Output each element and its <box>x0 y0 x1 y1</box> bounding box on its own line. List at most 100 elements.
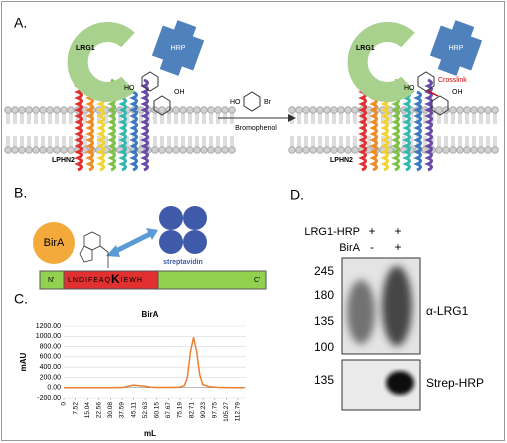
x-tick-label: 7.52 <box>72 402 79 415</box>
lane-sign: + <box>368 224 375 238</box>
lipid-head <box>470 146 478 154</box>
lipid-head <box>302 146 310 154</box>
lipid-head <box>316 106 324 114</box>
marker-label: 135 <box>314 373 334 387</box>
smear <box>347 266 412 346</box>
x-tick-label: 52.63 <box>142 402 149 419</box>
lipid-head <box>449 146 457 154</box>
lipid-head <box>337 106 345 114</box>
x-tick-label: 90.23 <box>200 402 207 419</box>
y-tick-label: -200.00 <box>37 395 61 402</box>
sequence-k: K <box>111 272 121 286</box>
lipid-head <box>295 106 303 114</box>
lipid-head <box>456 146 464 154</box>
streptavidin-label: streptavidin <box>163 259 203 266</box>
lipid-head <box>4 106 12 114</box>
lipid-head <box>323 106 331 114</box>
lipid-head <box>456 106 464 114</box>
lipid-head <box>207 106 215 114</box>
y-tick-label: 0.00 <box>47 385 61 392</box>
lipid-head <box>344 106 352 114</box>
lipid-head <box>25 146 33 154</box>
lipid-head <box>470 106 478 114</box>
lane-sign: + <box>394 224 401 238</box>
lipid-head <box>179 106 187 114</box>
lipid-head <box>53 106 61 114</box>
x-tick-label: 45.11 <box>130 402 137 418</box>
helix <box>413 90 422 172</box>
lipid-head <box>351 106 359 114</box>
hrp-label: HRP <box>449 45 464 52</box>
bira-circle <box>33 222 75 264</box>
y-tick-label: 200.00 <box>40 374 62 381</box>
lipid-head <box>463 146 471 154</box>
n-term: N' <box>48 277 54 284</box>
phenol-ring <box>431 95 449 116</box>
ho-label: HO <box>404 85 415 92</box>
y-tick-label: 1200.00 <box>36 323 61 330</box>
lipid-head <box>165 146 173 154</box>
lipid-head <box>46 106 54 114</box>
x-tick-label: 105.27 <box>223 402 230 422</box>
x-tick-label: 75.19 <box>177 402 184 419</box>
lipid-head <box>207 146 215 154</box>
lrg1-shape <box>347 22 415 102</box>
lipid-head <box>302 106 310 114</box>
sequence-start: LNDIFEAQ <box>68 277 111 284</box>
x-tick-label: 22.56 <box>96 402 103 419</box>
lipid-head <box>288 146 296 154</box>
lipid-head <box>484 146 492 154</box>
arrow-head <box>106 245 120 257</box>
lipid-head <box>39 146 47 154</box>
lipid-head <box>151 146 159 154</box>
helix <box>424 78 433 172</box>
lipid-head <box>200 146 208 154</box>
lipid-head <box>323 146 331 154</box>
lipid-head <box>477 146 485 154</box>
lipid-head <box>449 106 457 114</box>
lipid-head <box>344 146 352 154</box>
x-tick-label: 60.15 <box>153 402 160 419</box>
helix <box>118 84 127 172</box>
lrg1-label: LRG1 <box>356 45 375 52</box>
chart-title: BirA <box>142 310 159 319</box>
phenol-ring <box>417 71 435 92</box>
lipid-head <box>4 146 12 154</box>
bromophenol-ring <box>243 91 261 112</box>
y-tick-label: 1000.00 <box>36 333 61 340</box>
reagent-name: Bromophenol <box>235 125 277 132</box>
x-tick-label: 15.04 <box>84 402 91 419</box>
crosslink-label: Crosslink <box>438 77 467 84</box>
lphn2-label: LPHN2 <box>330 157 353 164</box>
lipid-head <box>330 106 338 114</box>
c-term: C' <box>254 277 260 284</box>
lipid-head <box>228 146 236 154</box>
lipid-head <box>32 146 40 154</box>
marker-label: 180 <box>314 288 334 302</box>
lipid-head <box>158 106 166 114</box>
lipid-head <box>491 146 499 154</box>
helix <box>85 84 94 172</box>
lipid-head <box>491 106 499 114</box>
lipid-head <box>221 106 229 114</box>
hrp-shape <box>429 20 483 76</box>
lipid-head <box>309 146 317 154</box>
lipid-head <box>295 146 303 154</box>
marker-label: 245 <box>314 264 334 278</box>
helix <box>96 90 105 172</box>
marker-label: 100 <box>314 340 334 354</box>
band <box>386 371 414 395</box>
lipid-head <box>214 106 222 114</box>
lipid-head <box>46 146 54 154</box>
lphn2-label: LPHN2 <box>52 157 75 164</box>
panel-label: D. <box>290 187 304 203</box>
lipid-head <box>288 106 296 114</box>
y-tick-label: 400.00 <box>40 364 62 371</box>
lipid-head <box>39 106 47 114</box>
lipid-head <box>337 146 345 154</box>
lipid-head <box>330 146 338 154</box>
chart: BirA mL mAU 1200.00 1000.00 800.00 600.00 40… <box>19 310 246 438</box>
data-line <box>64 337 245 389</box>
panel-label: C. <box>14 291 28 307</box>
lipid-head <box>172 146 180 154</box>
